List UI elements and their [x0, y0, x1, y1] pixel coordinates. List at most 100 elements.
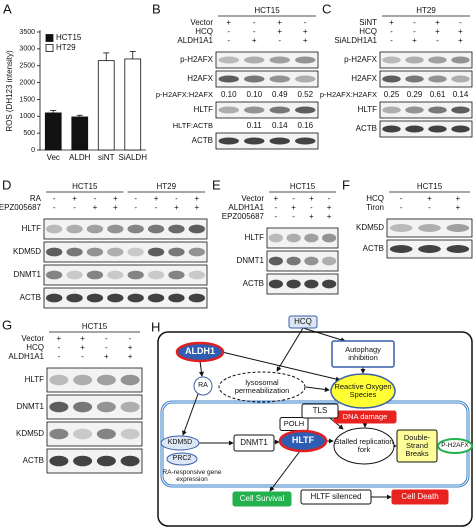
blot-name: ACTB	[243, 279, 264, 288]
blot-band	[127, 270, 144, 280]
node-label: Reactive Oxygen Species	[334, 382, 392, 399]
ratio-name: HLTF:ACTB	[173, 121, 213, 130]
condition-sign: +	[309, 194, 314, 203]
condition-name: HCQ	[26, 343, 44, 352]
condition-sign: +	[455, 194, 460, 203]
blot-band	[304, 279, 319, 289]
blot-band	[147, 270, 165, 280]
node-label: RA-responsive gene expression	[162, 469, 222, 483]
arrow	[276, 327, 304, 372]
node-label-box: Autophagy inhibition	[345, 346, 381, 362]
blot-box	[266, 250, 339, 272]
y-tick-label: 2000	[19, 79, 35, 86]
node-box	[288, 315, 318, 329]
panel-label: D	[2, 177, 11, 192]
panel-label: G	[2, 317, 12, 332]
condition-sign: +	[174, 203, 179, 212]
ratio-value: 0.29	[407, 90, 423, 99]
blot-name: DNMT1	[16, 402, 44, 411]
node-label-box: Cell Survival	[239, 493, 285, 503]
condition-sign: +	[327, 203, 332, 212]
blot-band	[188, 293, 205, 303]
condition-sign: -	[278, 36, 281, 45]
node-ellipse	[333, 427, 395, 465]
blot-band	[73, 455, 93, 467]
node-label-box: POLH	[283, 419, 305, 429]
blot-band	[446, 224, 470, 232]
cell-line: HT29	[156, 182, 176, 191]
legend-label: HT29	[56, 43, 76, 52]
blot-band	[269, 75, 290, 83]
condition-sign: +	[128, 343, 133, 352]
blot-band	[188, 270, 205, 280]
condition-sign: +	[113, 203, 118, 212]
y-tick-label: 2500	[19, 63, 35, 70]
blot-band	[86, 293, 104, 303]
node-label: lysosomal permeabilization	[234, 378, 290, 395]
error-bar	[50, 110, 57, 113]
blot-name: HLTF	[194, 105, 214, 114]
condition-sign: -	[436, 36, 439, 45]
arrow	[302, 327, 346, 343]
blot-name: HLTF	[245, 233, 265, 242]
node-ellipse	[437, 438, 473, 454]
node-label: Cell Survival	[239, 493, 285, 503]
node-ellipse	[218, 371, 306, 403]
x-tick-label: ALDH	[69, 153, 91, 162]
y-tick-label: 1000	[19, 113, 35, 120]
panel-label: E	[212, 177, 221, 192]
cell-line: HCT15	[82, 322, 108, 331]
blot-name: ACTB	[192, 136, 213, 145]
condition-sign: -	[53, 194, 56, 203]
error-bar	[103, 52, 110, 61]
condition-sign: -	[413, 18, 416, 27]
condition-name: EPZ005687	[222, 212, 265, 221]
ratio-value: 0.52	[297, 90, 313, 99]
node-label-box: P-H2AFX	[441, 442, 468, 449]
condition-name: Vector	[190, 18, 213, 27]
condition-name: SiALDH1A1	[334, 36, 377, 45]
blot-band	[322, 233, 337, 243]
node-label-box: RA-responsive gene expression	[162, 469, 222, 483]
node-label-box: PRC2	[173, 455, 192, 462]
blot-box	[43, 218, 208, 240]
condition-sign: -	[58, 352, 61, 361]
node-label-box: Double-Strand Breaks	[404, 434, 430, 458]
condition-sign: -	[304, 18, 307, 27]
node-label: Cell Death	[401, 491, 439, 501]
blot-band	[286, 256, 301, 266]
blot-band	[96, 455, 116, 467]
condition-sign: -	[129, 334, 132, 343]
node-box	[232, 491, 292, 507]
condition-sign: -	[328, 194, 331, 203]
condition-sign: +	[154, 194, 159, 203]
condition-sign: +	[194, 203, 199, 212]
blot-band	[218, 106, 239, 114]
node-label: POLH	[283, 419, 305, 429]
condition-sign: +	[113, 194, 118, 203]
bar	[44, 112, 62, 151]
node-label: Stalled replication fork	[334, 437, 394, 454]
blot-band	[446, 245, 470, 253]
node-label: ALDH1	[184, 346, 215, 357]
blot-band	[428, 75, 447, 83]
y-axis-label: ROS (DH123 intensity)	[5, 50, 14, 132]
blot-name: HLTF	[25, 375, 45, 384]
node-label-box: Cell Death	[401, 491, 439, 501]
condition-sign: -	[459, 18, 462, 27]
condition-sign: -	[53, 203, 56, 212]
node-ellipse	[278, 429, 328, 453]
condition-sign: -	[428, 203, 431, 212]
blot-box	[215, 70, 319, 88]
condition-sign: +	[93, 203, 98, 212]
condition-sign: +	[277, 27, 282, 36]
node-ellipse	[193, 376, 213, 396]
condition-sign: +	[455, 203, 460, 212]
bar	[71, 116, 89, 151]
cell-line: HCT15	[417, 182, 443, 191]
node-label: HCQ	[294, 316, 312, 326]
blot-box	[379, 101, 473, 119]
condition-sign: -	[227, 36, 230, 45]
blot-name: p-H2AFX	[180, 55, 214, 64]
condition-name: SiNT	[359, 18, 377, 27]
